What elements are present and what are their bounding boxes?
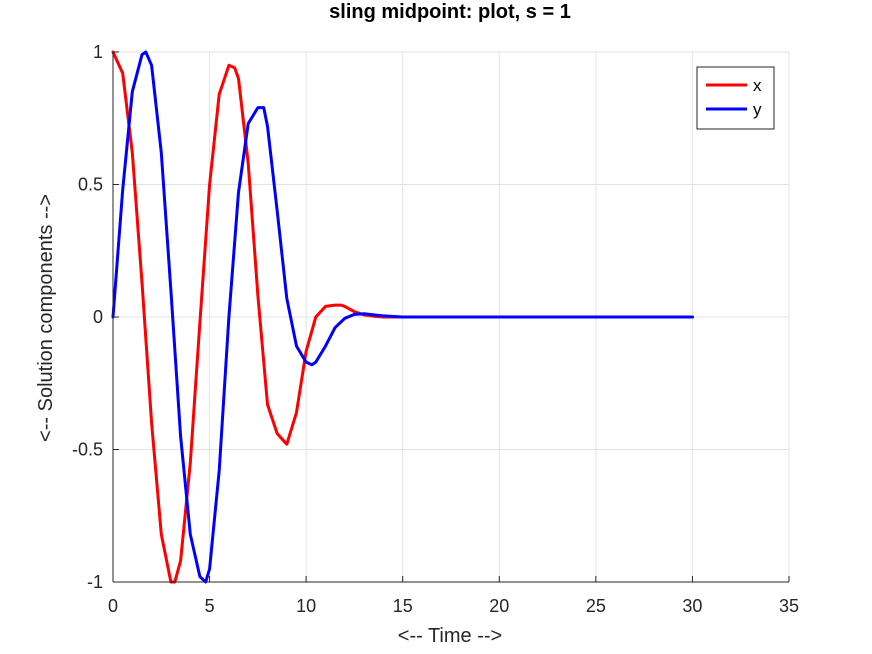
x-tick-label: 15 [393,596,413,616]
x-tick-label: 30 [682,596,702,616]
x-tick-label: 10 [296,596,316,616]
x-axis-label: <-- Time --> [398,625,502,647]
y-tick-label: -1 [87,572,103,592]
y-tick-label: 1 [93,42,103,62]
ticks: 0 5 10 15 20 25 30 35 -1 -0.5 0 0.5 1 [72,42,799,616]
x-tick-label: 0 [108,596,118,616]
y-tick-label: 0.5 [78,175,103,195]
x-tick-label: 35 [779,596,799,616]
chart-title: sling midpoint: plot, s = 1 [329,1,571,23]
y-axis-label: <-- Solution components --> [35,194,57,442]
y-tick-label: 0 [93,307,103,327]
legend-label-x: x [753,76,762,95]
x-tick-label: 5 [205,596,215,616]
legend-box [696,66,775,130]
x-tick-label: 25 [586,596,606,616]
legend: xy [696,66,775,130]
legend-label-y: y [753,100,762,119]
series-line-y [111,50,694,584]
x-tick-label: 20 [489,596,509,616]
y-tick-label: -0.5 [72,440,103,460]
